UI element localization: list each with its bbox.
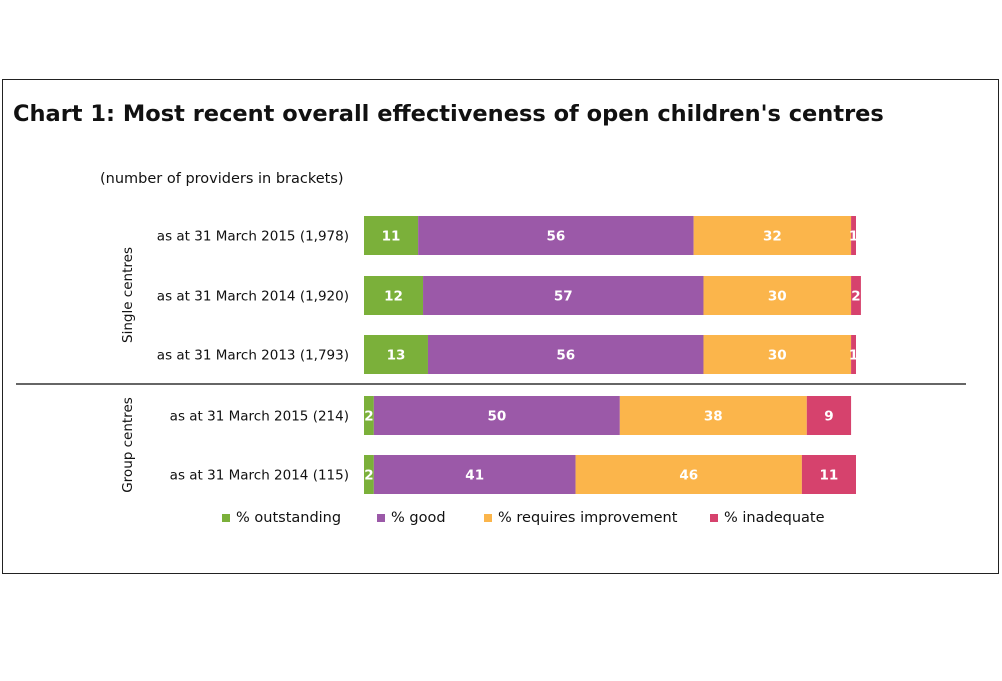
bar-segment-2-2 [423, 276, 704, 315]
bar-segment-5-4 [801, 455, 856, 494]
legend-item-3: % requires improvement [484, 510, 677, 526]
group-label-2: Group centres [120, 397, 136, 493]
data-label-4-3: 38 [704, 409, 723, 425]
data-label-4-4: 9 [824, 409, 833, 425]
bar-segment-4-3 [619, 396, 807, 435]
bar-segment-3-2 [427, 335, 704, 374]
chart-title: Chart 1: Most recent overall effectivene… [13, 101, 884, 127]
legend-item-4: % inadequate [710, 510, 825, 526]
category-label-1: as at 31 March 2015 (1,978) [157, 229, 349, 245]
bar-segment-1-1 [364, 216, 419, 255]
legend-label-2: % good [391, 510, 446, 526]
bar-segment-3-1 [364, 335, 428, 374]
category-label-4: as at 31 March 2015 (214) [170, 409, 349, 425]
legend-label-3: % requires improvement [498, 510, 678, 526]
legend-label-4: % inadequate [724, 510, 825, 526]
data-label-3-4: 1 [849, 348, 858, 364]
data-label-2-2: 57 [554, 289, 573, 305]
data-label-1-2: 56 [546, 229, 565, 245]
category-label-2: as at 31 March 2014 (1,920) [157, 289, 349, 305]
bar-segment-4-2 [373, 396, 620, 435]
legend-item-2: % good [377, 510, 446, 526]
category-label-5: as at 31 March 2014 (115) [170, 468, 349, 484]
data-label-1-1: 11 [382, 229, 401, 245]
bar-segment-4-1 [364, 396, 374, 435]
category-label-3: as at 31 March 2013 (1,793) [157, 348, 349, 364]
chart-subtitle: (number of providers in brackets) [100, 171, 344, 187]
data-label-4-2: 50 [487, 409, 506, 425]
legend-label-1: % outstanding [236, 510, 342, 526]
data-label-5-2: 41 [465, 468, 484, 484]
data-label-1-4: 1 [849, 229, 858, 245]
data-label-5-1: 2 [364, 468, 373, 484]
data-label-3-1: 13 [387, 348, 406, 364]
bar-segment-2-4 [851, 276, 861, 315]
data-label-4-1: 2 [364, 409, 373, 425]
group-label-1: Single centres [120, 247, 136, 343]
bar-segment-4-4 [806, 396, 852, 435]
legend-swatch-4 [710, 514, 718, 522]
bar-segment-1-2 [418, 216, 694, 255]
legend-item-1: % outstanding [222, 510, 341, 526]
data-label-2-4: 2 [851, 289, 860, 305]
data-label-2-3: 30 [768, 289, 787, 305]
bar-segment-2-3 [703, 276, 852, 315]
legend-swatch-2 [377, 514, 385, 522]
bar-segment-5-3 [575, 455, 802, 494]
bar-segment-3-4 [851, 335, 856, 374]
bar-segment-1-4 [851, 216, 856, 255]
bar-segment-1-3 [693, 216, 852, 255]
bar-segment-3-3 [703, 335, 852, 374]
data-label-2-1: 12 [384, 289, 403, 305]
bar-segment-5-2 [373, 455, 576, 494]
data-label-3-3: 30 [768, 348, 787, 364]
data-label-5-3: 46 [679, 468, 698, 484]
legend-swatch-1 [222, 514, 230, 522]
data-label-5-4: 11 [820, 468, 839, 484]
legend-swatch-3 [484, 514, 492, 522]
bar-segment-2-1 [364, 276, 424, 315]
bar-segment-5-1 [364, 455, 374, 494]
data-label-1-3: 32 [763, 229, 782, 245]
data-label-3-2: 56 [556, 348, 575, 364]
